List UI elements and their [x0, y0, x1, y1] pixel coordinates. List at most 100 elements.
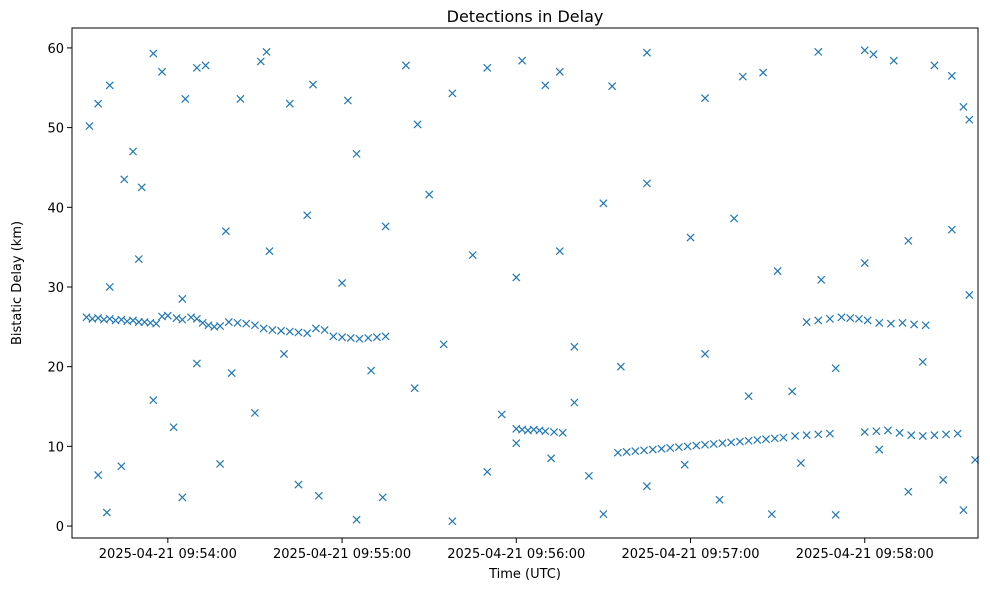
data-point-marker — [236, 94, 245, 103]
data-point-marker — [94, 99, 103, 108]
data-point-marker — [149, 49, 158, 58]
x-tick-label: 2025-04-21 09:54:00 — [99, 547, 237, 562]
data-point-marker — [953, 429, 962, 438]
data-point-marker — [117, 315, 126, 324]
data-point-marker — [727, 438, 736, 447]
data-point-marker — [294, 328, 303, 337]
data-point-marker — [642, 179, 651, 188]
data-point-marker — [686, 233, 695, 242]
data-point-marker — [105, 314, 114, 323]
data-point-marker — [883, 426, 893, 435]
y-tick-label: 30 — [47, 281, 64, 296]
data-point-marker — [157, 67, 167, 76]
data-point-marker — [314, 491, 323, 500]
data-point-marker — [648, 445, 657, 454]
data-point-marker — [192, 359, 201, 368]
y-tick-label: 0 — [56, 520, 64, 535]
data-point-marker — [674, 443, 683, 452]
data-point-marker — [616, 362, 625, 371]
data-point-marker — [262, 47, 271, 56]
data-point-marker — [329, 332, 338, 341]
data-point-marker — [117, 462, 126, 471]
data-point-marker — [959, 506, 968, 515]
data-point-marker — [224, 318, 233, 327]
data-point-marker — [918, 431, 927, 441]
data-point-marker — [718, 439, 727, 448]
data-point-marker — [825, 314, 834, 323]
x-axis-ticks: 2025-04-21 09:54:00 2025-04-21 09:55:00 20… — [99, 538, 934, 562]
data-point-marker — [869, 50, 878, 59]
data-point-marker — [541, 81, 550, 90]
data-point-marker — [541, 427, 550, 436]
y-tick-label: 40 — [47, 201, 64, 216]
x-tick-label: 2025-04-21 09:55:00 — [273, 547, 411, 562]
data-point-marker — [277, 326, 286, 335]
data-point-marker — [599, 510, 608, 519]
data-point-marker — [802, 318, 811, 327]
data-point-marker — [308, 80, 318, 89]
data-point-marker — [825, 429, 834, 438]
y-axis-label: Bistatic Delay (km) — [10, 221, 25, 345]
data-point-marker — [657, 444, 666, 453]
data-point-marker — [753, 435, 762, 445]
data-point-marker — [410, 384, 419, 393]
data-point-marker — [227, 369, 236, 378]
data-point-marker — [483, 63, 492, 72]
data-point-marker — [448, 89, 457, 98]
data-point-marker — [761, 435, 771, 444]
data-point-marker — [831, 364, 840, 373]
data-point-marker — [701, 440, 710, 449]
y-tick-label: 20 — [47, 361, 64, 376]
data-point-marker — [939, 475, 948, 484]
data-point-marker — [346, 333, 355, 343]
data-point-marker — [759, 68, 768, 77]
data-point-marker — [518, 56, 527, 65]
data-point-marker — [512, 439, 521, 448]
data-point-marker — [439, 340, 448, 349]
data-point-marker — [187, 313, 196, 322]
data-point-marker — [898, 318, 907, 327]
data-point-marker — [837, 313, 846, 322]
data-point-marker — [730, 214, 739, 223]
y-tick-label: 50 — [47, 122, 64, 137]
data-point-marker — [709, 439, 718, 448]
data-point-marker — [918, 357, 927, 366]
data-point-marker — [738, 72, 747, 81]
data-point-marker — [201, 61, 210, 70]
data-point-marker — [875, 318, 884, 327]
data-point-marker — [875, 445, 884, 454]
data-point-marker — [294, 480, 303, 489]
data-point-marker — [250, 408, 259, 417]
data-point-marker — [311, 324, 320, 333]
data-point-marker — [468, 251, 477, 260]
data-point-marker — [192, 314, 201, 323]
data-point-marker — [779, 433, 788, 442]
data-point-marker — [483, 467, 492, 476]
data-point-marker — [770, 434, 779, 443]
data-point-marker — [178, 294, 187, 303]
data-point-marker — [448, 517, 457, 526]
data-point-marker — [547, 454, 556, 463]
data-point-marker — [791, 431, 800, 441]
data-point-marker — [221, 227, 230, 236]
data-point-marker — [198, 318, 207, 327]
data-point-marker — [134, 318, 143, 327]
x-tick-label: 2025-04-21 09:57:00 — [621, 547, 759, 562]
data-point-marker — [216, 459, 225, 468]
y-axis-ticks: 0 10 20 30 40 50 60 — [47, 42, 72, 535]
data-point-marker — [256, 57, 265, 66]
data-point-marker — [320, 325, 329, 335]
data-point-marker — [401, 61, 410, 70]
data-point-marker — [172, 314, 181, 323]
data-point-marker — [904, 487, 913, 496]
data-point-marker — [631, 447, 640, 456]
data-point-marker — [947, 225, 956, 234]
data-point-marker — [163, 311, 172, 320]
data-point-marker — [364, 333, 373, 343]
data-point-marker — [265, 247, 274, 256]
x-tick-label: 2025-04-21 09:58:00 — [796, 547, 934, 562]
data-point-marker — [846, 314, 855, 323]
data-point-marker — [85, 121, 94, 131]
data-point-marker — [250, 321, 259, 330]
